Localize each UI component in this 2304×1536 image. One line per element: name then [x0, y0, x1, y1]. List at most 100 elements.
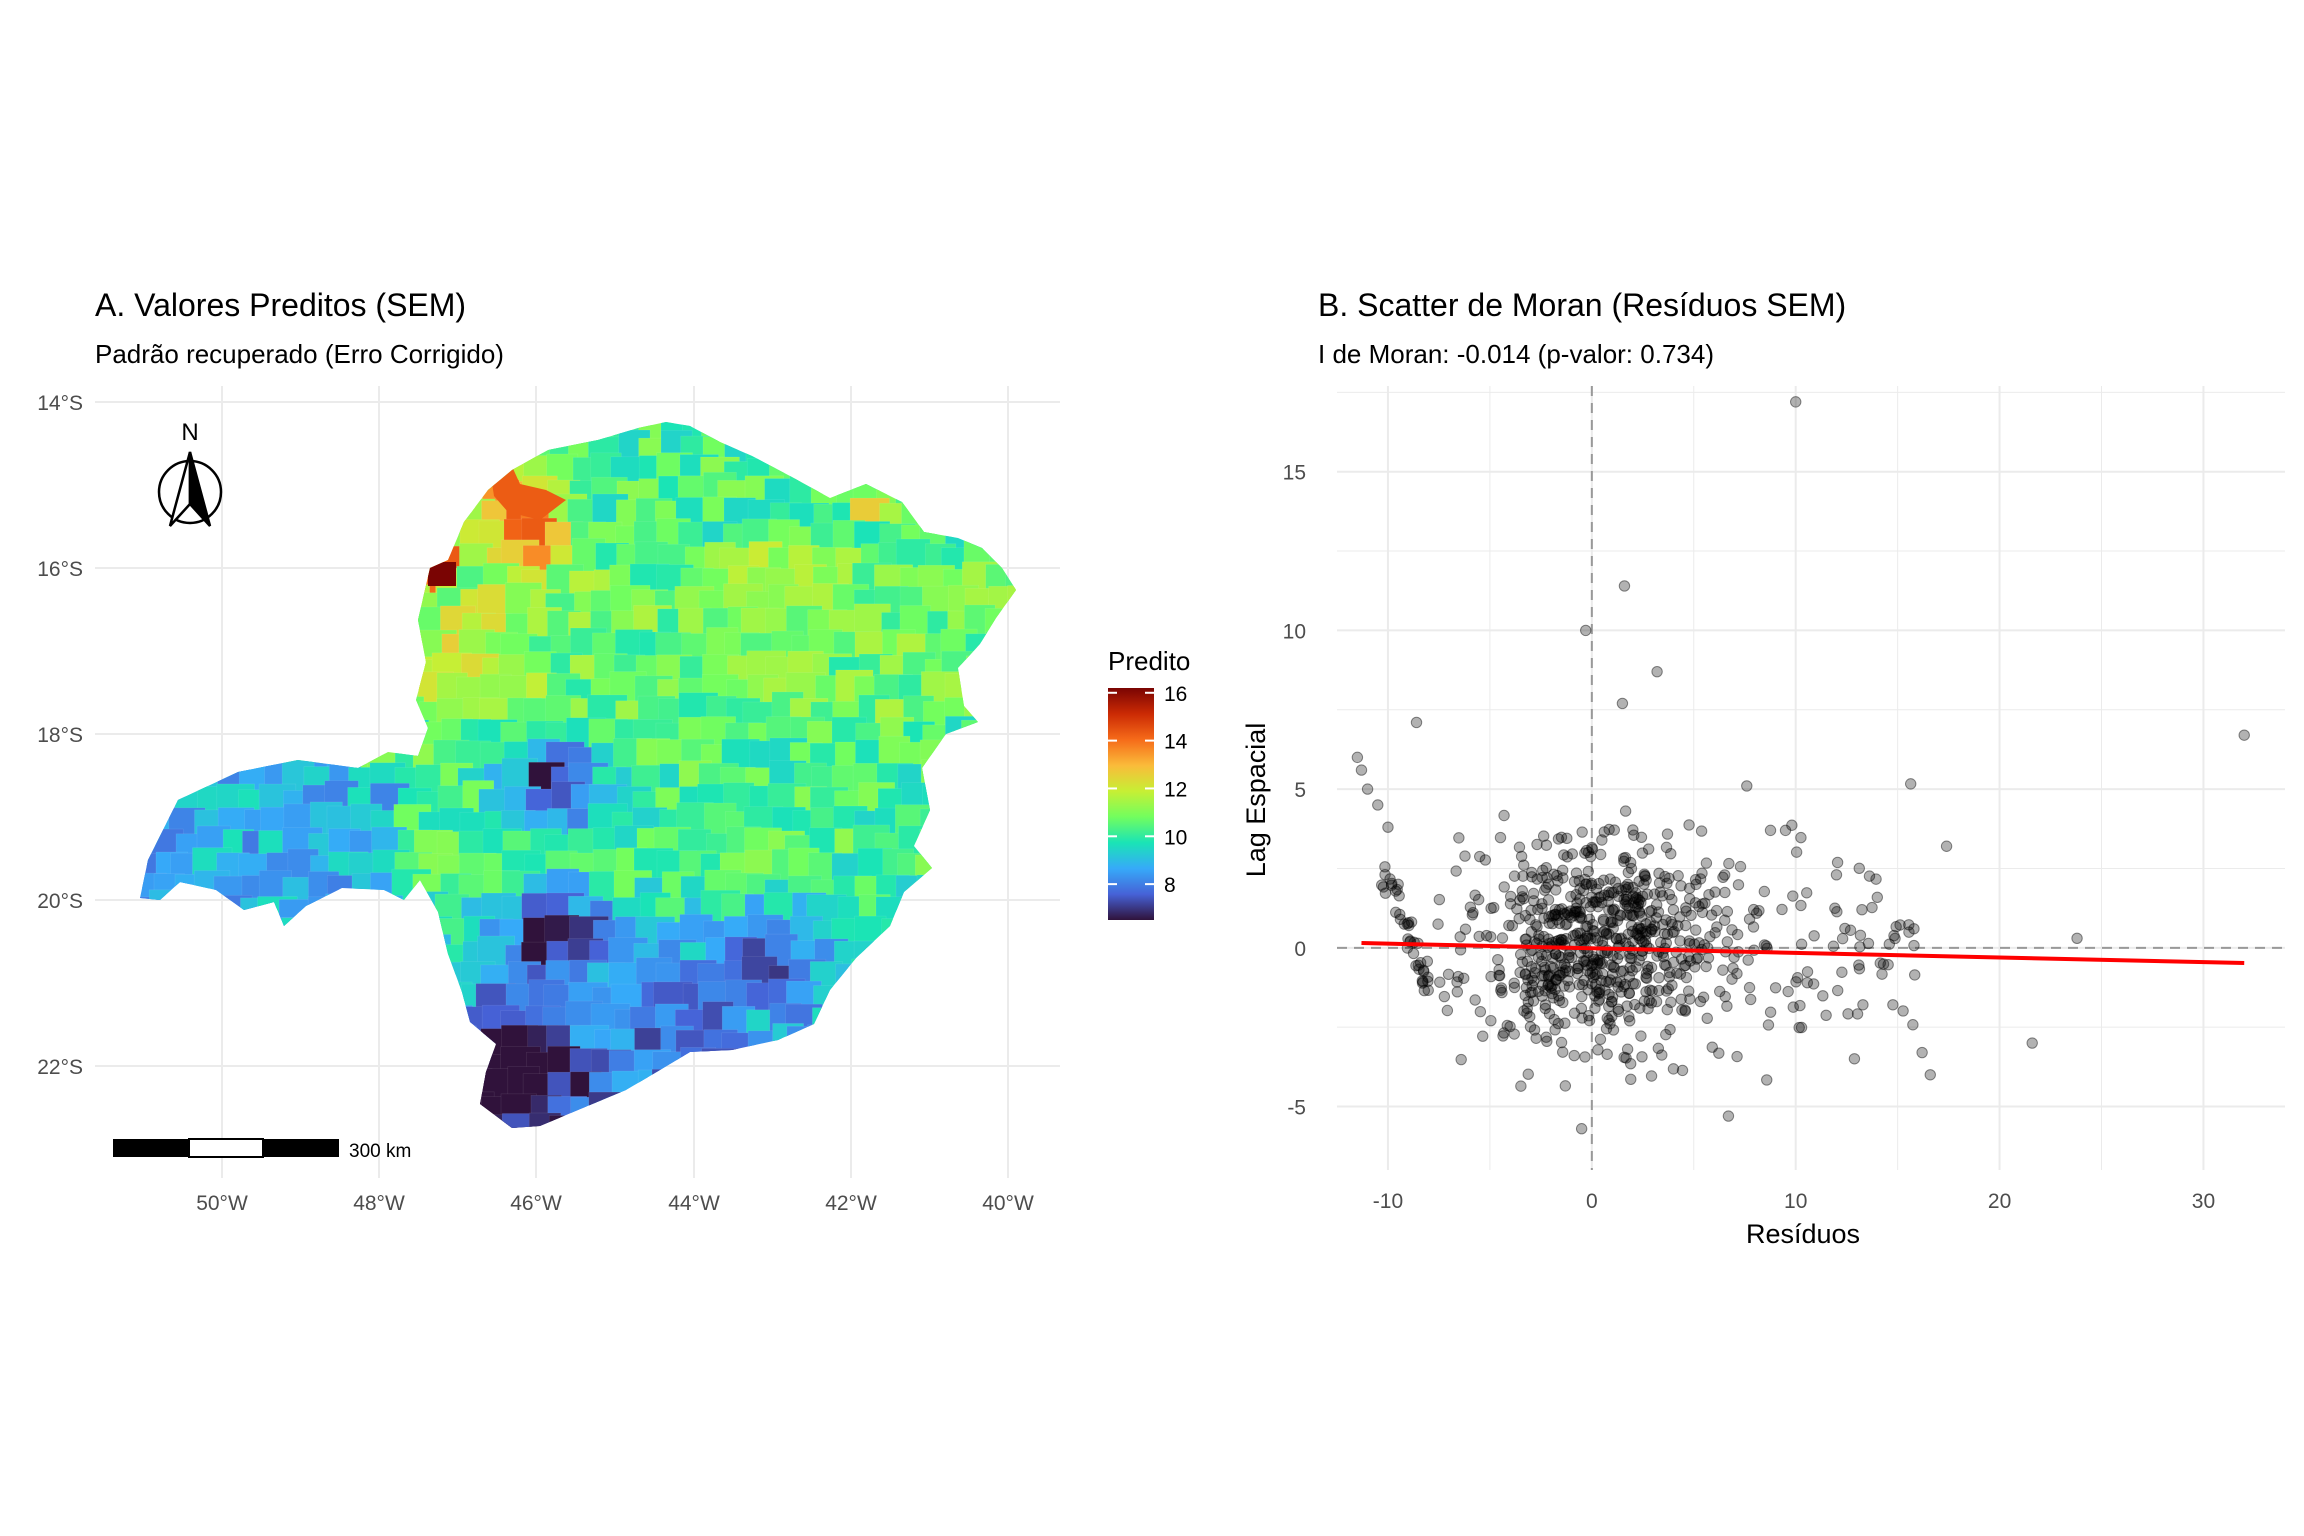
scatter-point: [1627, 935, 1639, 948]
scatter-point: [1615, 986, 1627, 998]
scatter-point: [1603, 823, 1615, 836]
scatter-point: [1764, 824, 1777, 837]
scatter-point: [1831, 906, 1843, 918]
scatter-point: [1601, 1012, 1613, 1024]
scatter-point: [1579, 873, 1591, 886]
scatter-point: [1776, 903, 1788, 916]
scatter-point: [1635, 922, 1648, 935]
scatter-point: [1385, 879, 1398, 891]
scatter-point: [1870, 873, 1882, 885]
scatter-point: [1536, 898, 1548, 910]
scatter-point: [1633, 907, 1646, 919]
scatter-point: [1903, 919, 1915, 931]
scatter-point: [1651, 665, 1663, 678]
scatter-point: [1546, 909, 1558, 922]
scatter-point: [1573, 979, 1585, 991]
panel-a-title: A. Valores Preditos (SEM): [95, 287, 467, 323]
scatter-point: [1636, 1051, 1648, 1063]
scatter-point: [1524, 1021, 1537, 1033]
scatter-point: [1536, 948, 1548, 961]
scatter-point: [1660, 914, 1672, 926]
scatter-point: [1561, 851, 1573, 863]
scatter-point: [1382, 821, 1394, 833]
scatter-point: [1611, 952, 1624, 965]
scatter-point: [1727, 962, 1739, 974]
scatter-point: [1524, 1010, 1536, 1023]
scatter-point: [1622, 878, 1634, 891]
scatter-point: [1467, 907, 1479, 919]
scatter-point: [1570, 902, 1582, 915]
scatter-point: [1853, 959, 1865, 971]
scatter-point: [1485, 931, 1497, 943]
scatter-point: [1633, 932, 1646, 945]
scatter-point: [1642, 843, 1655, 855]
scatter-point: [1689, 961, 1701, 973]
scatter-point: [1559, 1017, 1571, 1029]
scatter-point: [1648, 888, 1661, 900]
scatter-point: [1682, 985, 1695, 997]
scatter-point: [1588, 953, 1600, 966]
scatter-point: [1854, 941, 1866, 953]
scatter-point: [1600, 927, 1613, 939]
scatter-point: [1516, 891, 1528, 903]
scatter-point: [1536, 955, 1548, 968]
scatter-point: [1694, 873, 1707, 885]
scatter-point: [1582, 846, 1595, 859]
scatter-point: [1532, 903, 1544, 916]
scatter-point: [1379, 868, 1391, 881]
scatter-point: [1451, 976, 1463, 988]
scatter-point: [1389, 885, 1402, 897]
map-axis-labels: 50°W 48°W 46°W 44°W 42°W 40°W 14°S 16°S 18°S 20°S…: [37, 392, 1034, 1215]
scatter-point: [1764, 1006, 1777, 1018]
scatter-point: [1655, 936, 1667, 949]
scatter-point: [1584, 967, 1597, 980]
scatter-point: [1601, 1048, 1613, 1060]
scatter-point: [1703, 889, 1715, 901]
scatter-y-tick: 10: [1283, 620, 1306, 643]
scatter-point: [1753, 904, 1765, 917]
scatter-point: [1909, 969, 1921, 981]
scatter-point: [1618, 1051, 1630, 1064]
scatter-point: [1581, 920, 1594, 932]
scatter-point: [1908, 923, 1920, 935]
scatter-point: [1568, 1007, 1581, 1019]
scatter-point: [1634, 1002, 1646, 1014]
scatter-point: [1485, 970, 1497, 983]
scatter-point: [1653, 877, 1666, 889]
scatter-point: [1624, 952, 1636, 964]
scatter-point: [1554, 966, 1566, 979]
scatter-point: [1584, 901, 1597, 913]
scatter-point: [1600, 928, 1613, 940]
scatter-point: [1577, 955, 1590, 967]
scatter-point: [1517, 892, 1530, 905]
scatter-x-tick: 10: [1784, 1190, 1807, 1213]
scatter-point: [1418, 984, 1431, 997]
scatter-point: [1508, 977, 1520, 989]
scatter-point: [1473, 930, 1485, 943]
high-value-region: [490, 462, 566, 520]
scatter-point: [1592, 995, 1605, 1007]
scatter-point: [1603, 886, 1615, 898]
scatter-point: [1726, 924, 1738, 936]
scatter-point: [1513, 841, 1526, 853]
scatter-point: [1666, 893, 1678, 906]
scatter-point: [1541, 872, 1553, 884]
scatter-point: [1894, 919, 1906, 931]
scatter-point: [1590, 896, 1603, 908]
scatter-point: [1593, 987, 1605, 1000]
scatter-point: [1642, 1002, 1654, 1015]
scatter-point: [1627, 977, 1639, 990]
scatter-point: [1586, 841, 1598, 854]
scatter-point: [2026, 1037, 2038, 1049]
scatter-point: [1555, 933, 1568, 946]
scatter-point: [1571, 905, 1583, 918]
scatter-point: [1605, 916, 1617, 928]
scatter-point: [1405, 916, 1418, 928]
scatter-point: [1661, 877, 1673, 890]
scatter-point: [1617, 965, 1630, 977]
scatter-point: [1485, 1014, 1497, 1027]
scatter-point: [1787, 1001, 1799, 1013]
scatter-point: [1401, 918, 1414, 930]
scatter-point: [1384, 873, 1396, 885]
scatter-point: [1679, 1005, 1692, 1017]
